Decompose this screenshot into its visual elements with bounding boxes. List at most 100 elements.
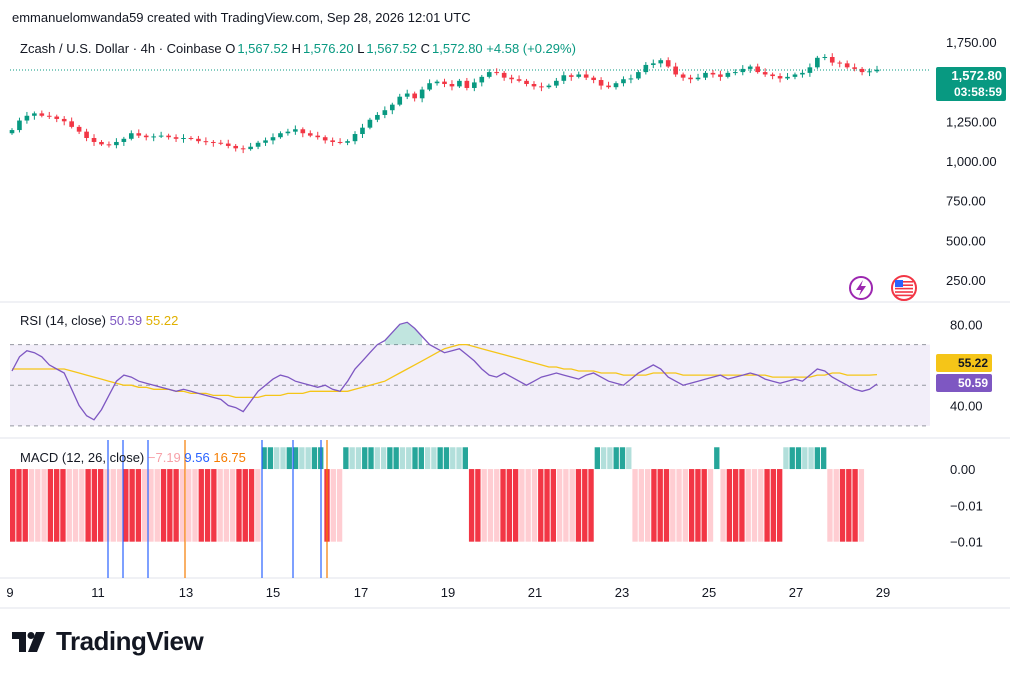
candle-body xyxy=(658,60,664,64)
candle-body xyxy=(680,74,686,78)
macd-histogram-bar xyxy=(204,469,211,542)
candle-body xyxy=(255,142,261,147)
candle-body xyxy=(688,77,693,80)
price-axis-tick-label: 250.00 xyxy=(946,273,986,288)
candle-body xyxy=(800,72,805,75)
macd-histogram-bar xyxy=(104,469,110,542)
candle-body xyxy=(345,141,350,143)
macd-histogram-bar xyxy=(418,447,424,470)
candle-body xyxy=(218,142,224,144)
price-axis-tick-label: 1,750.00 xyxy=(946,35,997,50)
candle-body xyxy=(576,74,582,77)
rsi-legend: RSI (14, close) 50.59 55.22 xyxy=(20,313,178,328)
flash-icon xyxy=(849,276,873,300)
price-axis-tick-label: 500.00 xyxy=(946,233,986,248)
macd-histogram-bar xyxy=(814,447,821,470)
candle-body xyxy=(755,66,761,73)
macd-histogram-bar xyxy=(412,447,418,470)
macd-histogram-bar xyxy=(148,469,154,542)
candle-body xyxy=(874,69,880,72)
candle-body xyxy=(554,80,559,86)
time-axis-tick-label: 19 xyxy=(441,585,455,600)
candle-body xyxy=(710,72,716,75)
candle-body xyxy=(32,113,37,116)
macd-histogram-bar xyxy=(626,447,632,470)
macd-histogram-bar xyxy=(663,469,670,542)
high-label: H xyxy=(291,41,301,56)
macd-histogram-bar xyxy=(839,469,846,542)
candle-body xyxy=(673,66,678,75)
macd-histogram-bar xyxy=(47,469,54,542)
candle-body xyxy=(486,72,492,77)
macd-histogram-bar xyxy=(619,447,626,470)
candle-body xyxy=(785,76,790,79)
macd-histogram-bar xyxy=(538,469,544,542)
macd-histogram-bar xyxy=(311,447,318,470)
candle-body xyxy=(546,85,552,88)
candle-body xyxy=(628,78,634,80)
macd-histogram-bar xyxy=(795,447,802,470)
time-axis-tick-label: 13 xyxy=(179,585,193,600)
macd-histogram-bar xyxy=(487,469,494,542)
macd-histogram-bar xyxy=(739,469,745,542)
macd-histogram-bar xyxy=(223,469,230,542)
macd-hist-value: −7.19 xyxy=(147,450,181,465)
macd-histogram-bar xyxy=(355,447,362,470)
candle-body xyxy=(792,74,798,77)
candle-body xyxy=(211,141,216,143)
macd-histogram-bar xyxy=(274,447,280,470)
price-axis-tick-label: 750.00 xyxy=(946,194,986,209)
macd-histogram-bar xyxy=(292,447,299,470)
candle-body xyxy=(322,137,328,141)
macd-histogram-bar xyxy=(135,469,142,542)
macd-histogram-bar xyxy=(406,447,412,470)
candle-body xyxy=(740,68,746,73)
macd-histogram-bar xyxy=(116,469,123,542)
us-flag-icon xyxy=(891,275,917,301)
macd-histogram-bar xyxy=(85,469,91,542)
candle-body xyxy=(568,75,574,77)
macd-histogram-bar xyxy=(192,469,198,542)
candle-body xyxy=(449,84,455,87)
rsi-axis-tick-label: 40.00 xyxy=(950,399,983,414)
time-axis-tick-label: 11 xyxy=(91,585,105,600)
macd-histogram-bar xyxy=(563,469,569,542)
macd-histogram-bar xyxy=(550,469,557,542)
us-flag-canton xyxy=(895,280,903,287)
candle-body xyxy=(501,72,507,78)
candle-body xyxy=(99,141,104,145)
macd-histogram-bar xyxy=(362,447,368,470)
candle-body xyxy=(382,110,388,115)
candle-body xyxy=(61,118,67,122)
candle-body xyxy=(76,126,82,132)
macd-line-value: 9.56 xyxy=(184,450,210,465)
candle-body xyxy=(419,89,425,99)
macd-histogram-bar xyxy=(751,469,758,542)
macd-histogram-bar xyxy=(707,469,714,542)
candle-body xyxy=(360,127,365,135)
brand-name: TradingView xyxy=(56,626,204,656)
candle-body xyxy=(397,96,403,105)
low-label: L xyxy=(357,41,365,56)
macd-histogram-bar xyxy=(248,469,255,542)
candle-body xyxy=(733,72,738,74)
rsi-line xyxy=(11,321,878,421)
macd-histogram-bar xyxy=(242,469,248,542)
candle-body xyxy=(747,66,753,69)
macd-histogram-bar xyxy=(98,469,104,542)
macd-histogram-bar xyxy=(424,447,431,470)
macd-histogram-bar xyxy=(506,469,512,542)
candle-body xyxy=(613,83,619,88)
candle-body xyxy=(389,104,395,111)
candle-body xyxy=(143,135,149,138)
candle-body xyxy=(621,79,626,84)
attribution: emmanuelomwanda59 created with TradingVi… xyxy=(12,10,471,25)
macd-histogram-bar xyxy=(701,469,707,542)
candle-body xyxy=(270,137,276,141)
time-axis-tick-label: 9 xyxy=(6,585,13,600)
macd-histogram-bar xyxy=(808,447,814,470)
macd-histogram-bar xyxy=(387,447,393,470)
brand-footer[interactable]: TradingView xyxy=(12,626,204,657)
rsi-axis-tick-label: 80.00 xyxy=(950,317,983,332)
